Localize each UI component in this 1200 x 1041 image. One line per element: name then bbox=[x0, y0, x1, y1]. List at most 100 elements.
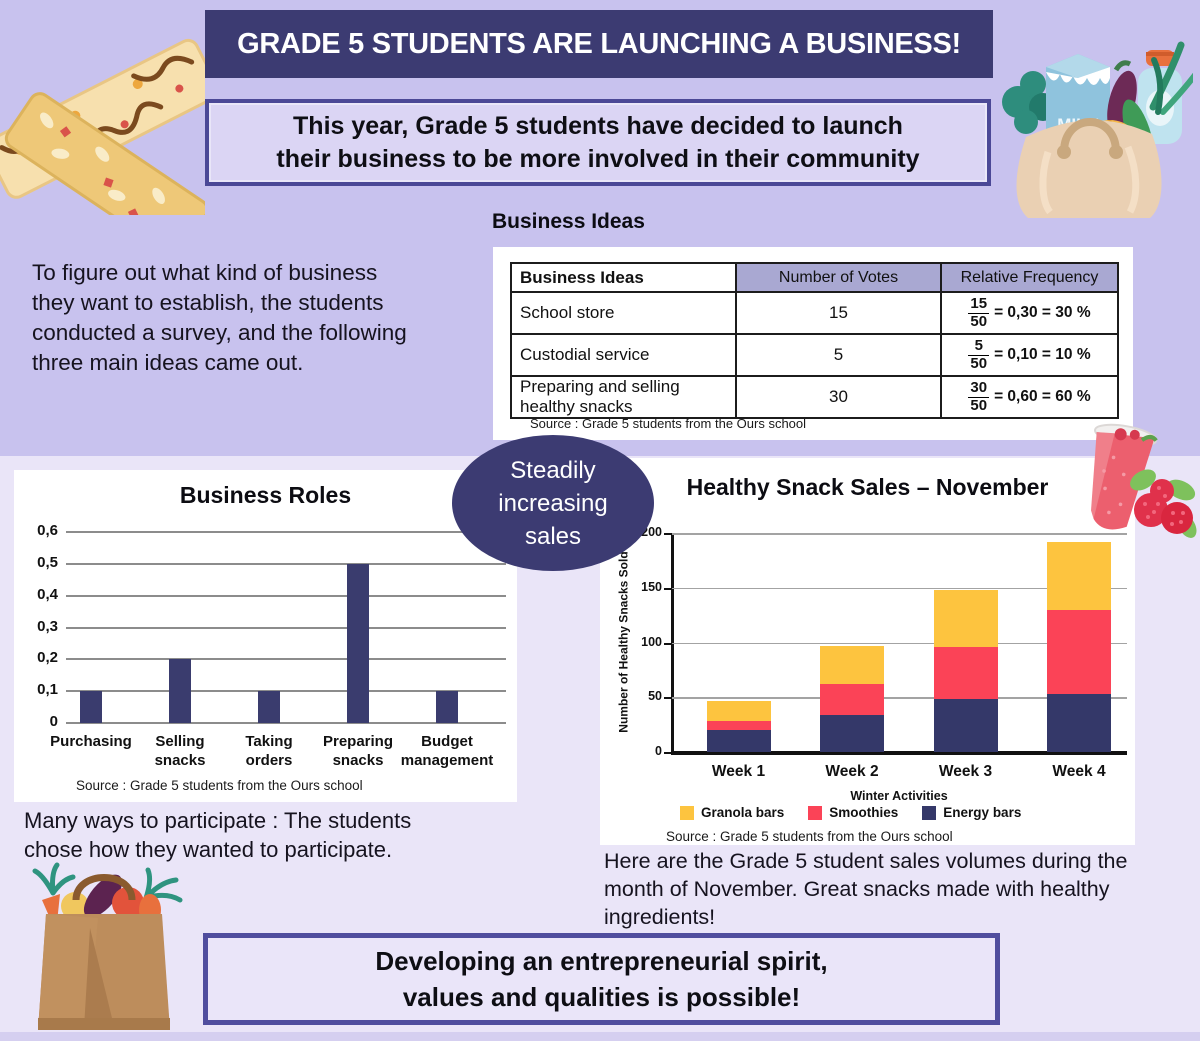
stacked-bar-segment bbox=[933, 646, 998, 700]
paper-bag-icon bbox=[38, 914, 170, 1030]
table-header-row: Business Ideas Number of Votes Relative … bbox=[510, 262, 1119, 293]
gridline bbox=[66, 658, 506, 661]
bag-handle-icon bbox=[72, 874, 136, 901]
cell-idea: School store bbox=[510, 291, 737, 335]
raspberries-icon bbox=[1130, 469, 1197, 538]
role-bar bbox=[258, 691, 280, 723]
cell-frequency: 15 50 = 0,30 = 30 % bbox=[940, 291, 1119, 335]
healthy-snack-sales-chart-panel: Healthy Snack Sales – November Number of… bbox=[600, 458, 1135, 845]
y-tick-label: 100 bbox=[641, 634, 662, 649]
y-tick bbox=[664, 587, 672, 590]
business-ideas-heading: Business Ideas bbox=[492, 210, 645, 233]
gridline bbox=[66, 531, 506, 533]
legend-label: Smoothies bbox=[829, 805, 899, 820]
vegetable-bag-illustration bbox=[28, 858, 183, 1038]
text-line: sales bbox=[524, 522, 582, 550]
grocery-tote-illustration: MILK bbox=[988, 12, 1193, 230]
legend-item: Granola bars bbox=[680, 805, 784, 820]
stacked-bar-segment bbox=[1047, 541, 1111, 610]
role-bar bbox=[169, 659, 191, 723]
y-tick-label: 50 bbox=[648, 689, 662, 704]
table-row: Preparing and selling healthy snacks 30 30… bbox=[510, 375, 1119, 419]
y-tick bbox=[664, 533, 672, 535]
gridline bbox=[66, 690, 506, 693]
granola-bars-illustration bbox=[0, 0, 205, 215]
table-source: Source : Grade 5 students from the Ours … bbox=[530, 416, 807, 431]
vegetables-icon bbox=[42, 874, 161, 932]
gridline bbox=[66, 626, 506, 629]
y-tick-label: 0,1 bbox=[37, 681, 58, 699]
stacked-bar-segment bbox=[706, 721, 771, 731]
week-label: Week 3 bbox=[938, 763, 993, 780]
text-line: Many ways to participate : The students bbox=[24, 808, 412, 833]
x-category-label: Taking orders bbox=[245, 733, 293, 769]
gridline bbox=[66, 722, 506, 724]
week-label: Week 2 bbox=[825, 763, 879, 780]
sales-chart-plot: Number of Healthy Snacks Sold Winter Act… bbox=[600, 458, 1135, 845]
y-tick bbox=[664, 697, 672, 700]
roles-chart-title: Business Roles bbox=[179, 482, 352, 508]
cell-votes: 15 bbox=[735, 291, 942, 335]
fraction: 15 50 bbox=[968, 295, 990, 330]
text-line: ingredients! bbox=[604, 905, 716, 929]
text-line: Steadily bbox=[510, 456, 596, 484]
smoothie-raspberries-illustration bbox=[1055, 418, 1200, 553]
x-category-label: Selling snacks bbox=[154, 733, 206, 769]
stacked-bar-segment bbox=[820, 684, 884, 715]
cell-frequency: 5 50 = 0,10 = 10 % bbox=[940, 333, 1119, 377]
col-business-ideas: Business Ideas bbox=[510, 262, 737, 293]
stacked-bar-segment bbox=[1047, 609, 1111, 694]
text-line: they want to establish, the students bbox=[32, 290, 384, 315]
cell-frequency: 30 50 = 0,60 = 60 % bbox=[940, 375, 1119, 419]
legend-item: Energy bars bbox=[922, 805, 1021, 820]
cell-idea: Preparing and selling healthy snacks bbox=[510, 375, 737, 419]
role-bar bbox=[436, 691, 458, 723]
seaweed-icon bbox=[1149, 41, 1193, 115]
sales-chart-x-axis-label: Winter Activities bbox=[850, 789, 948, 803]
gridline bbox=[66, 594, 506, 597]
y-tick-label: 150 bbox=[641, 579, 662, 594]
stacked-bar-segment bbox=[820, 714, 884, 752]
business-ideas-table: Business Ideas Number of Votes Relative … bbox=[510, 262, 1119, 419]
y-tick-label: 0,2 bbox=[37, 649, 58, 667]
y-tick-label: 0,6 bbox=[37, 522, 58, 539]
x-category-label: Purchasing bbox=[50, 733, 132, 750]
text-line: increasing bbox=[498, 489, 608, 517]
sales-chart-legend: Granola bars Smoothies Energy bars bbox=[680, 805, 1021, 820]
text-line: values and qualities is possible! bbox=[402, 982, 801, 1012]
cell-votes: 5 bbox=[735, 333, 942, 377]
text-line: Developing an entrepreneurial spirit, bbox=[375, 946, 828, 976]
granola-bar-bottom-icon bbox=[4, 92, 205, 215]
stacked-bar-segment bbox=[933, 589, 998, 647]
roles-chart-plot: 0,6 0,5 0,4 0,3 0,2 0,1 0 Purchasing Selling snac… bbox=[14, 522, 517, 791]
x-category-label: Budget management bbox=[400, 733, 494, 769]
gridline bbox=[672, 697, 1127, 699]
col-relative-frequency: Relative Frequency bbox=[940, 262, 1119, 293]
table-row: School store 15 15 50 = 0,30 = 30 % bbox=[510, 291, 1119, 335]
legend-swatch bbox=[680, 805, 694, 820]
y-tick bbox=[664, 642, 672, 645]
cell-idea: Custodial service bbox=[510, 333, 737, 377]
tote-bag-icon bbox=[1016, 118, 1162, 218]
legend-swatch bbox=[922, 805, 937, 820]
y-tick-label: 0,5 bbox=[37, 553, 58, 571]
text-line: month of November. Great snacks made wit… bbox=[604, 877, 1110, 901]
y-tick bbox=[664, 752, 672, 754]
steadily-increasing-sales-badge: Steadily increasing sales bbox=[452, 435, 654, 571]
gridline bbox=[66, 562, 506, 565]
roles-chart-source: Source : Grade 5 students from the Ours … bbox=[76, 778, 363, 793]
text-line: conducted a survey, and the following bbox=[32, 320, 407, 345]
participate-paragraph: Many ways to participate : The students c… bbox=[24, 806, 411, 864]
x-category-label: Preparing snacks bbox=[322, 733, 394, 769]
y-tick-label: 0 bbox=[49, 713, 58, 730]
sales-chart-title: Healthy Snack Sales – November bbox=[686, 474, 1049, 500]
text-line: Here are the Grade 5 student sales volum… bbox=[604, 849, 1128, 873]
stacked-bar-segment bbox=[706, 700, 771, 722]
stacked-bar-segment bbox=[1047, 693, 1111, 752]
table-row: Custodial service 5 5 50 = 0,10 = 10 % bbox=[510, 333, 1119, 377]
text-line: To figure out what kind of business bbox=[32, 260, 378, 285]
stacked-bar-segment bbox=[933, 699, 998, 752]
footer-message-box: Developing an entrepreneurial spirit, val… bbox=[203, 933, 1000, 1025]
business-ideas-table-panel: Business Ideas Number of Votes Relative … bbox=[493, 247, 1133, 440]
gridline bbox=[672, 642, 1127, 644]
